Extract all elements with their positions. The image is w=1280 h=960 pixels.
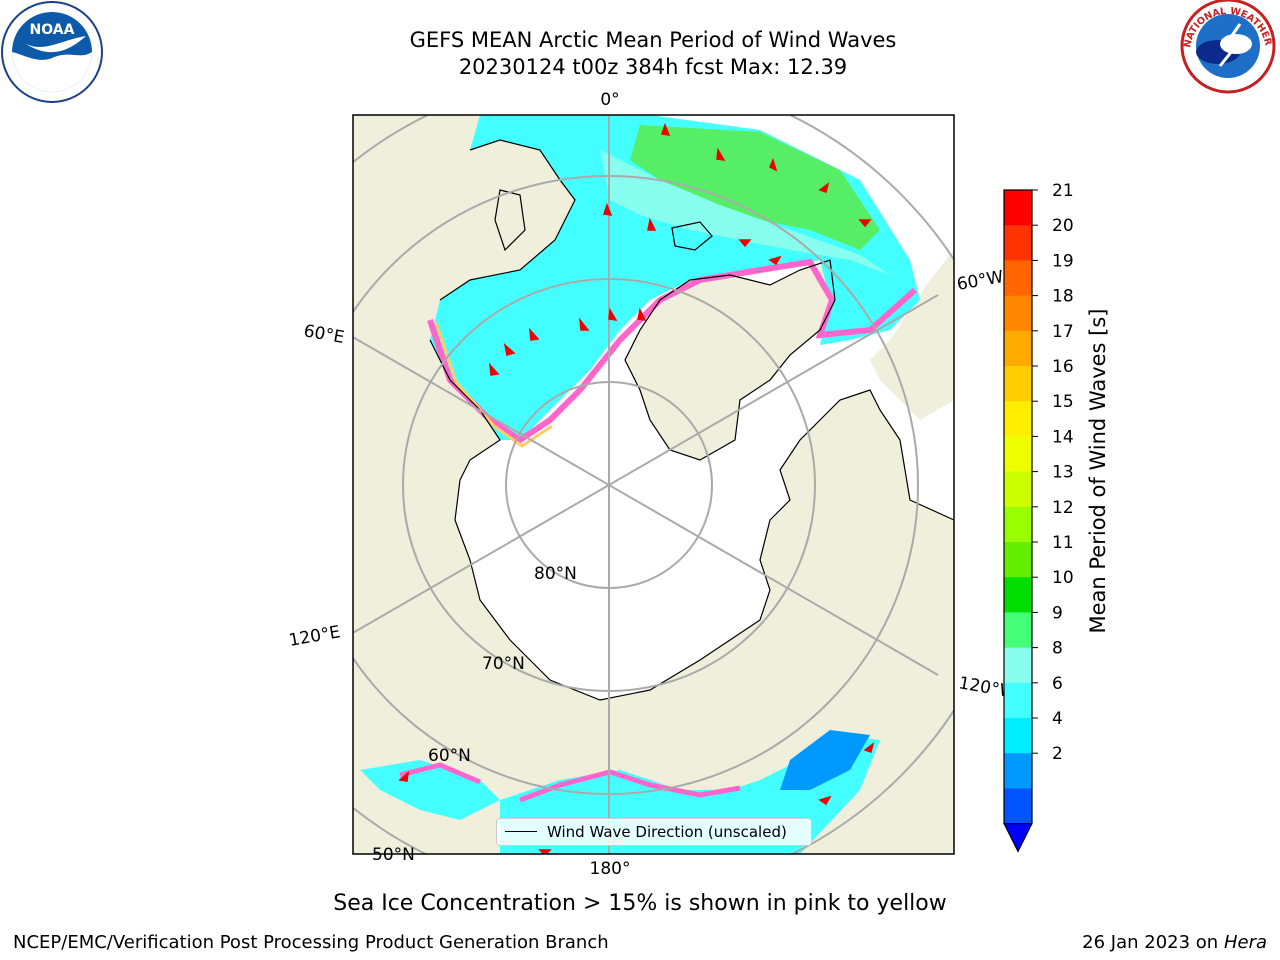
- arrow: [579, 317, 590, 331]
- coastline: [429, 139, 954, 701]
- arrow: [818, 182, 830, 193]
- colorbar-segment: [1004, 577, 1032, 613]
- arrow: [608, 307, 618, 321]
- legend-text: Wind Wave Direction (unscaled): [547, 823, 787, 841]
- wave-field-pacific-dark: [780, 730, 870, 790]
- colorbar-tick-label: 21: [1052, 181, 1074, 201]
- sea-ice-edge-atlantic-yellow: [434, 321, 553, 448]
- colorbar-segment: [1004, 225, 1032, 261]
- arrow: [863, 742, 875, 753]
- land-nw-europe: [495, 190, 525, 250]
- colorbar: 21 20 19 18 17 16 15 14 13 12 11 10 9 8 6 4 2: [1003, 181, 1074, 853]
- title-line-2: 20230124 t00z 384h fcst Max: 12.39: [458, 55, 848, 79]
- footer-left: NCEP/EMC/Verification Post Processing Pr…: [13, 932, 609, 953]
- colorbar-tick-label: 17: [1052, 322, 1074, 342]
- colorbar-tick-label: 18: [1052, 287, 1074, 307]
- nws-logo: NATIONAL WEATHER SERVICE: [0, 0, 1276, 94]
- noaa-logo-text: NOAA: [30, 22, 75, 38]
- arrow: [768, 255, 782, 266]
- colorbar-tick-label: 11: [1052, 533, 1074, 553]
- colorbar-tick-label: 9: [1052, 603, 1063, 623]
- colorbar-segment: [1004, 506, 1032, 543]
- lon-label-120e: 120°E: [287, 622, 341, 651]
- colorbar-segment: [1004, 295, 1032, 332]
- footer-right: 26 Jan 2023 on Hera: [1082, 932, 1267, 953]
- colorbar-tick-label: 14: [1052, 427, 1074, 447]
- colorbar-segment: [1004, 401, 1032, 437]
- arrow: [398, 771, 409, 782]
- colorbar-segment: [1004, 612, 1032, 649]
- lon-label-0: 0°: [600, 90, 619, 110]
- lat-label-50n: 50°N: [372, 845, 415, 865]
- colorbar-segment: [1004, 542, 1032, 578]
- map-frame: [352, 114, 955, 855]
- arrow: [769, 157, 778, 172]
- sea-ice-edge-pacific: [399, 762, 741, 803]
- colorbar-segment: [1004, 718, 1032, 754]
- colorbar-tick-label: 19: [1052, 251, 1074, 271]
- colorbar-extend-triangle: [1003, 823, 1033, 853]
- arrow: [716, 147, 726, 161]
- colorbar-tick-label: 8: [1052, 639, 1063, 659]
- lat-label-60n: 60°N: [428, 746, 471, 766]
- footer-host: Hera: [1223, 932, 1267, 953]
- arrow: [538, 849, 552, 854]
- colorbar-segment: [1004, 682, 1032, 719]
- arrow: [818, 795, 832, 806]
- colorbar-tick-label: 12: [1052, 498, 1074, 518]
- colorbar-segment: [1004, 647, 1032, 684]
- footer-date: 26 Jan 2023 on: [1082, 932, 1224, 953]
- land-europe-asia: [353, 115, 954, 854]
- colorbar-segment: [1004, 753, 1032, 789]
- colorbar-label: Mean Period of Wind Waves [s]: [1086, 309, 1110, 634]
- colorbar-tick-label: 15: [1052, 392, 1074, 412]
- polar-map: [353, 115, 954, 854]
- colorbar-tick-label: 16: [1052, 357, 1074, 377]
- colorbar-segment: [1004, 260, 1032, 297]
- arrow: [603, 202, 613, 216]
- wave-field-green-atlantic: [630, 125, 880, 250]
- lon-label-60w: 60°W: [955, 267, 1005, 295]
- lon-label-180: 180°: [590, 859, 631, 879]
- graticule: [353, 115, 954, 854]
- colorbar-tick-label: 13: [1052, 463, 1074, 483]
- colorbar-segment: [1004, 471, 1032, 508]
- nws-logo-text: NATIONAL WEATHER SERVICE: [0, 0, 1274, 50]
- arrow: [503, 342, 516, 356]
- title-line-1: GEFS MEAN Arctic Mean Period of Wind Wav…: [409, 28, 897, 52]
- sea-ice-note: Sea Ice Concentration > 15% is shown in …: [333, 891, 947, 916]
- land-greenland: [625, 260, 835, 460]
- colorbar-segment: [1004, 436, 1032, 473]
- arrow: [858, 219, 872, 228]
- arrow: [529, 327, 540, 341]
- wave-field-light-atlantic: [600, 150, 890, 275]
- colorbar-tick-label: 4: [1052, 709, 1063, 729]
- wind-wave-legend: Wind Wave Direction (unscaled): [496, 818, 812, 846]
- colorbar-segment: [1004, 788, 1032, 825]
- colorbar-segment: [1004, 330, 1032, 367]
- colorbar-tick-label: 2: [1052, 744, 1063, 764]
- wind-wave-arrows: [398, 122, 875, 854]
- legend-line-icon: [505, 831, 537, 832]
- noaa-logo: NOAA: [1, 1, 103, 103]
- lat-label-80n: 80°N: [534, 564, 577, 584]
- lat-label-70n: 70°N: [482, 654, 525, 674]
- arrow: [738, 239, 752, 248]
- land-north-america: [870, 250, 954, 420]
- colorbar-segment: [1004, 366, 1032, 402]
- lon-label-60e: 60°E: [302, 321, 346, 348]
- colorbar-tick-label: 6: [1052, 674, 1063, 694]
- colorbar-segment: [1004, 190, 1032, 226]
- arrow: [661, 122, 671, 136]
- colorbar-tick-label: 10: [1052, 568, 1074, 588]
- arrow: [489, 362, 500, 376]
- colorbar-tick-label: 20: [1052, 216, 1074, 236]
- arrow: [637, 307, 647, 321]
- arrow: [647, 217, 657, 231]
